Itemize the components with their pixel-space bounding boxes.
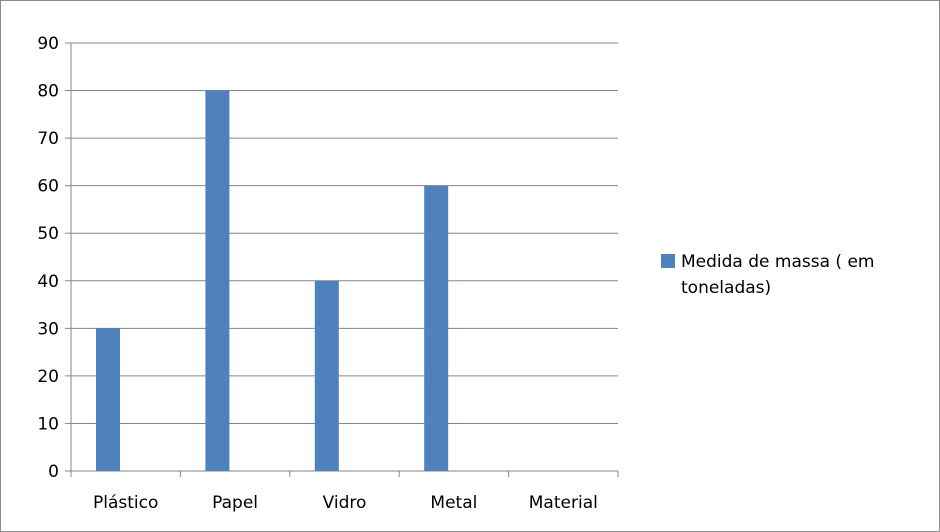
y-tick-label: 90 <box>37 34 59 54</box>
legend-label-line-2: toneladas) <box>681 278 771 298</box>
y-tick-label: 50 <box>37 224 59 244</box>
x-category-label: Plástico <box>93 493 158 513</box>
legend-swatch <box>661 254 675 268</box>
y-tick-label: 70 <box>37 129 59 149</box>
bar-plástico <box>96 328 120 471</box>
y-tick-labels: 0 10 20 30 40 50 60 70 80 90 <box>37 34 59 482</box>
gridlines <box>71 42 618 424</box>
y-tick-label: 30 <box>37 319 59 339</box>
bars <box>96 90 449 472</box>
x-category-label: Vidro <box>323 493 367 513</box>
y-tick-label: 80 <box>37 82 59 102</box>
legend-label-line-1: Medida de massa ( em <box>681 252 874 272</box>
x-category-label: Papel <box>212 493 258 513</box>
x-category-label: Metal <box>430 493 477 513</box>
bar-metal <box>424 185 449 471</box>
y-tick-label: 10 <box>37 414 59 434</box>
y-tick-label: 0 <box>48 462 59 482</box>
bar-vidro <box>314 280 339 471</box>
legend: Medida de massa ( em toneladas) <box>661 252 880 298</box>
y-tick-label: 20 <box>37 367 59 387</box>
x-category-labels: Plástico Papel Vidro Metal Material <box>93 493 598 513</box>
legend-label: Medida de massa ( em toneladas) <box>681 252 880 298</box>
y-tick-label: 40 <box>37 272 59 292</box>
axes <box>65 42 619 477</box>
y-tick-label: 60 <box>37 177 59 197</box>
bar-papel <box>205 90 230 472</box>
x-category-label: Material <box>529 493 598 513</box>
